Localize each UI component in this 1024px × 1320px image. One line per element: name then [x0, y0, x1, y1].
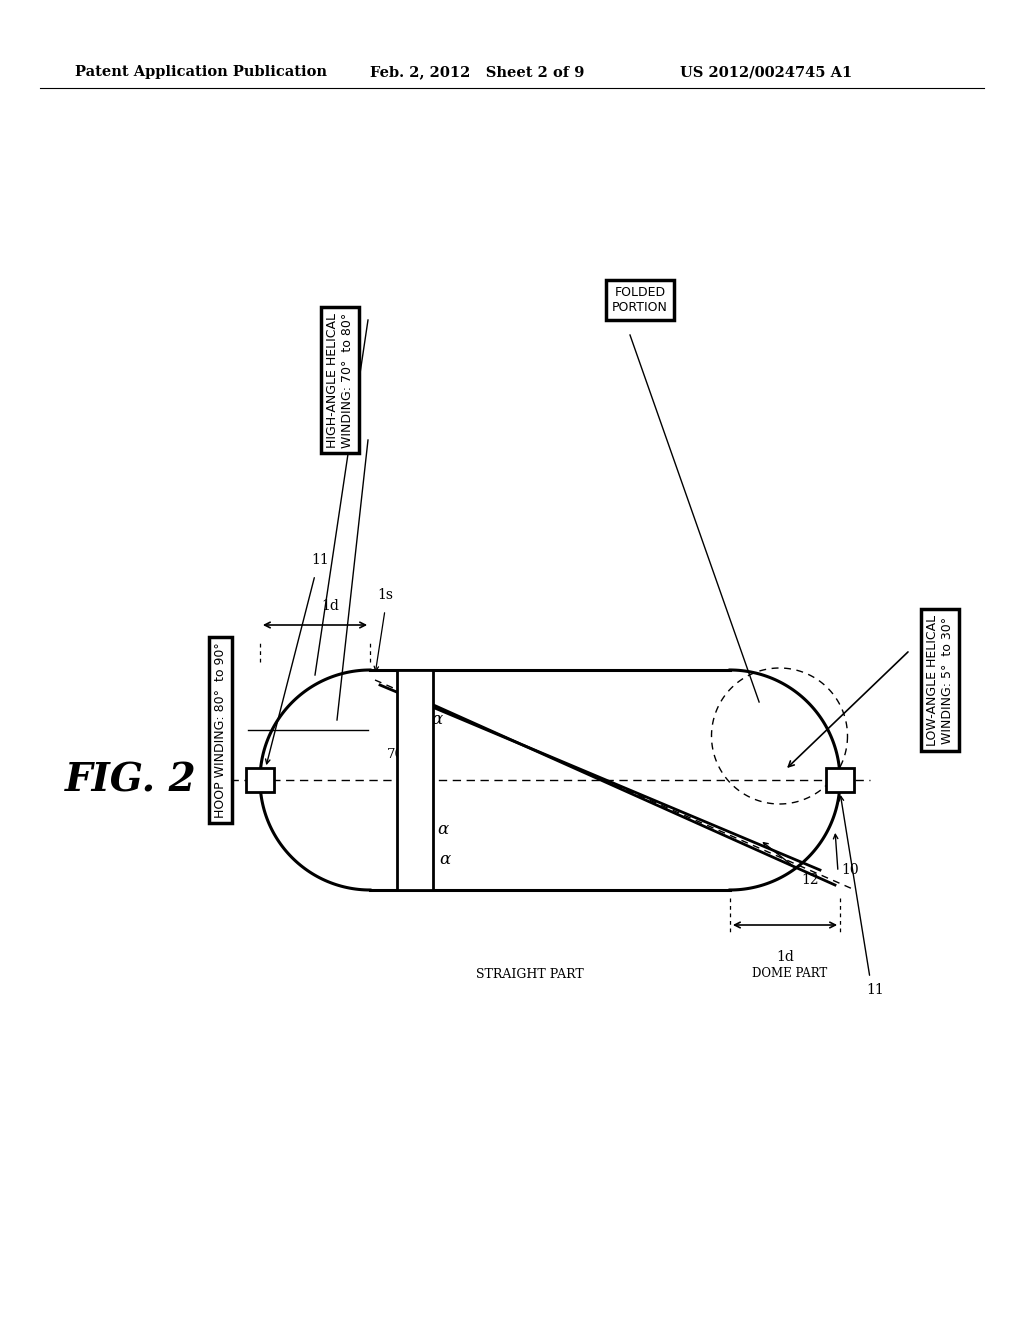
Text: LOW-ANGLE HELICAL
WINDING: 5°  to 30°: LOW-ANGLE HELICAL WINDING: 5° to 30° [926, 614, 954, 746]
Text: DOME PART: DOME PART [753, 968, 827, 979]
Text: 70: 70 [396, 793, 414, 807]
Text: 12: 12 [801, 873, 819, 887]
Text: Patent Application Publication: Patent Application Publication [75, 65, 327, 79]
Text: FOLDED
PORTION: FOLDED PORTION [612, 286, 668, 314]
Text: 11: 11 [311, 553, 329, 568]
Text: α: α [431, 711, 442, 729]
Bar [246, 768, 274, 792]
Text: 70: 70 [401, 718, 419, 731]
Text: 1s: 1s [377, 587, 393, 602]
Text: 11: 11 [866, 983, 884, 997]
Bar [397, 671, 433, 890]
Text: US 2012/0024745 A1: US 2012/0024745 A1 [680, 65, 852, 79]
Text: 10: 10 [841, 863, 859, 876]
Text: α: α [439, 851, 451, 869]
Text: STRAIGHT PART: STRAIGHT PART [476, 969, 584, 982]
Text: HIGH-ANGLE HELICAL
WINDING: 70°  to 80°: HIGH-ANGLE HELICAL WINDING: 70° to 80° [326, 313, 354, 447]
Text: 1d: 1d [776, 950, 794, 964]
Text: Feb. 2, 2012   Sheet 2 of 9: Feb. 2, 2012 Sheet 2 of 9 [370, 65, 585, 79]
Text: α: α [437, 821, 449, 838]
Bar [826, 768, 854, 792]
Text: FIG. 2: FIG. 2 [65, 762, 197, 799]
Text: 1d: 1d [322, 599, 339, 612]
Text: HOOP WINDING: 80°  to 90°: HOOP WINDING: 80° to 90° [213, 642, 226, 818]
Text: 70: 70 [387, 748, 403, 762]
